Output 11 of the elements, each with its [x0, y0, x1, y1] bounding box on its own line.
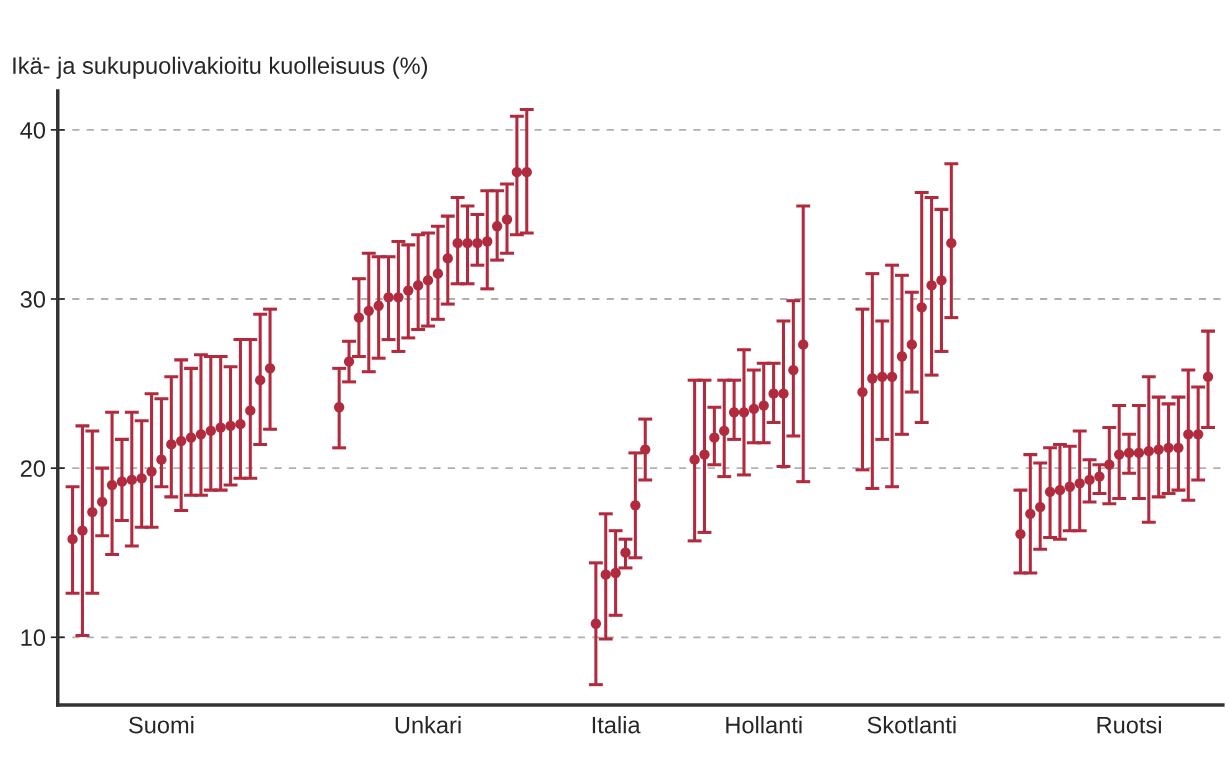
x-tick-label: Skotlanti: [867, 716, 956, 734]
y-tick-label: 40: [20, 121, 46, 139]
x-tick-label: Suomi: [129, 716, 194, 734]
y-axis-title: Ikä- ja sukupuolivakioitu kuolleisuus (%): [13, 56, 428, 79]
x-tick-label: Italia: [592, 716, 641, 734]
x-tick-label: Hollanti: [726, 716, 802, 734]
y-tick-label: 10: [21, 629, 46, 647]
x-tick-label: Ruotsi: [1097, 716, 1161, 734]
x-tick-label: Unkari: [395, 716, 461, 734]
y-tick-label: 20: [20, 460, 46, 477]
y-tick-label: 30: [20, 291, 46, 308]
